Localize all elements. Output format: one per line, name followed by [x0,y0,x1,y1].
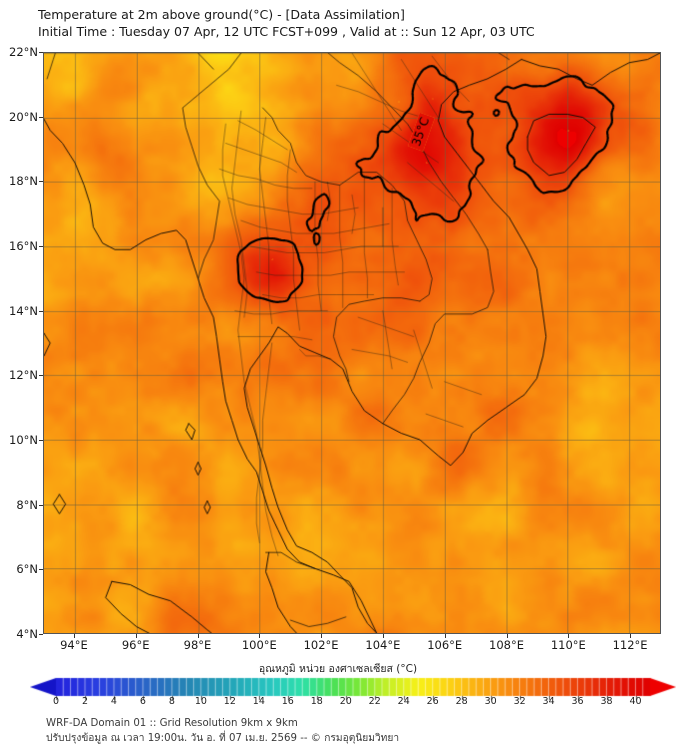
y-axis-tick-label: 20°N [9,109,38,124]
colorbar-tick-label: 6 [139,696,146,707]
y-axis-tick-label: 22°N [9,45,38,59]
colorbar: อุณหภูมิ หน่วย องศาเซลเซียส (°C) 0 2 4 6 8 10… [0,660,676,720]
y-axis-tick-label: 18°N [9,174,38,189]
temperature-heatmap-canvas [44,53,660,633]
colorbar-tick-label: 2 [81,696,88,707]
colorbar-gradient [30,676,676,702]
x-axis-tick-mark [259,634,260,638]
footer-block: WRF-DA Domain 01 :: Grid Resolution 9km … [46,716,646,746]
colorbar-tick-label: 40 [629,696,642,707]
map-plot-area[interactable] [43,52,661,634]
colorbar-tick-label: 34 [542,696,555,707]
colorbar-tick-label: 30 [484,696,497,707]
colorbar-tick-label: 24 [397,696,410,707]
colorbar-tick-label: 8 [168,696,175,707]
colorbar-tick-label: 36 [571,696,584,707]
y-axis-tick-label: 12°N [9,368,38,383]
colorbar-tick-label: 38 [600,696,613,707]
y-axis-tick-label: 10°N [9,433,38,447]
page-title: Temperature at 2m above ground(°C) - [Da… [38,7,405,22]
x-axis-tick-mark [136,634,137,638]
x-axis-tick-label: 104°E [365,638,401,652]
y-axis-tick-mark [39,311,43,312]
x-axis-tick-label: 110°E [550,638,586,652]
colorbar-tick-label: 16 [281,696,294,707]
x-axis-tick-mark [198,634,199,638]
footer-credit: ปรับปรุงข้อมูล ณ เวลา 19:00น. วัน อ. ที่… [46,733,400,744]
colorbar-tick-label: 12 [223,696,236,707]
x-axis-tick-label: 98°E [183,638,212,652]
page-subtitle: Initial Time : Tuesday 07 Apr, 12 UTC FC… [38,24,535,39]
y-axis-tick-mark [39,505,43,506]
y-axis-tick-label: 14°N [9,303,38,318]
colorbar-tick-label: 26 [426,696,439,707]
colorbar-tick-label: 4 [110,696,117,707]
x-axis-tick-label: 106°E [427,638,463,652]
colorbar-tick-label: 14 [252,696,265,707]
footer-model-info: WRF-DA Domain 01 :: Grid Resolution 9km … [46,718,298,729]
colorbar-tick-label: 0 [52,696,60,707]
y-axis-tick-label: 16°N [9,239,38,253]
y-axis-tick-label: 6°N [16,562,38,577]
x-axis-tick-mark [321,634,322,638]
x-axis-tick-label: 102°E [303,638,339,652]
x-axis-tick-mark [630,634,631,638]
colorbar-tick-label: 22 [368,696,381,707]
colorbar-tick-label: 32 [513,696,526,707]
x-axis-tick-mark [74,634,75,638]
colorbar-tick-label: 20 [339,696,352,707]
x-axis-tick-label: 96°E [121,638,150,652]
x-axis-tick-mark [383,634,384,638]
y-axis-tick-label: 4°N [16,627,38,641]
y-axis-tick-mark [39,246,43,247]
chart-title-block: Temperature at 2m above ground(°C) - [Da… [38,6,658,40]
x-axis-tick-label: 112°E [612,638,648,652]
x-axis-tick-label: 100°E [241,638,277,652]
y-axis-tick-mark [39,181,43,182]
x-axis-tick-mark [445,634,446,638]
colorbar-title: อุณหภูมิ หน่วย องศาเซลเซียส (°C) [258,663,418,675]
y-axis-tick-mark [39,52,43,53]
y-axis-tick-label: 8°N [16,497,38,512]
colorbar-tick-label: 10 [194,696,207,707]
y-axis-tick-mark [39,117,43,118]
y-axis-tick-mark [39,375,43,376]
colorbar-tick-label: 28 [455,696,468,707]
colorbar-tick-label: 18 [310,696,323,707]
x-axis-tick-mark [568,634,569,638]
y-axis-tick-mark [39,634,43,635]
x-axis-tick-mark [507,634,508,638]
x-axis-tick-label: 108°E [489,638,524,652]
x-axis-tick-label: 94°E [60,638,88,652]
y-axis-tick-mark [39,569,43,570]
y-axis-tick-mark [39,440,43,441]
